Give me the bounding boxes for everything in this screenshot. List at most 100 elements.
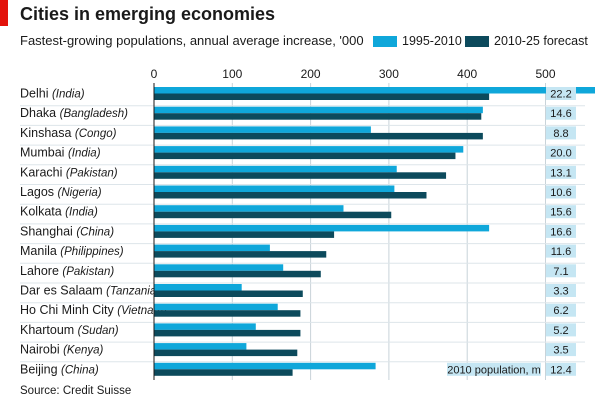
bar-1995-2010-1 [154,106,483,114]
country-name: (Kenya) [63,345,103,357]
population-box [546,284,576,297]
country-name: (Pakistan) [62,266,114,278]
legend-label-1995-2010: 1995-2010 [402,34,462,48]
country-name: (Congo) [75,128,117,140]
city-name: Delhi [20,87,52,101]
bar-1995-2010-6 [154,205,344,212]
bar-1995-2010-13 [154,343,247,350]
category-label: Shanghai (China) [20,224,114,238]
population-box [546,106,576,120]
x-tick-label: 200 [301,67,321,81]
population-value: 13.1 [550,167,571,179]
country-name: (Nigeria) [58,187,102,199]
population-box [546,87,576,100]
city-name: Ho Chi Minh City [20,303,117,317]
accent-tag [0,0,8,26]
population-box [546,205,576,219]
x-tick-label: 100 [222,67,242,81]
category-label: Kinshasa (Congo) [20,126,117,140]
city-name: Nairobi [20,343,63,357]
population-value: 3.5 [553,345,568,357]
country-name: (China) [76,226,114,238]
category-label: Delhi (India) [20,87,85,101]
population-box [546,224,576,238]
legend-swatch-2010-25 [465,35,489,47]
population-value: 15.6 [550,207,571,219]
category-label: Ho Chi Minh City (Vietnam) [20,303,167,317]
bar-1995-2010-0 [154,87,595,94]
city-name: Manila [20,244,60,258]
population-label: 2010 population, m [447,364,541,376]
population-value: 7.1 [553,266,568,278]
population-box [546,264,576,278]
population-value: 12.4 [550,364,571,376]
bar-1995-2010-8 [154,244,270,252]
bar-1995-2010-12 [154,323,256,330]
population-value: 22.2 [550,89,571,101]
bar-1995-2010-4 [154,165,397,173]
bar-1995-2010-11 [154,303,278,311]
bar-1995-2010-5 [154,185,395,192]
bar-1995-2010-2 [154,126,371,133]
population-value: 10.6 [550,187,571,199]
country-name: (India) [52,89,85,101]
bar-2010-25-14 [154,369,293,376]
bar-2010-25-8 [154,251,327,258]
city-name: Kolkata [20,205,65,219]
category-label: Karachi (Pakistan) [20,165,118,179]
population-value: 8.8 [553,128,568,140]
bar-1995-2010-14 [154,362,376,370]
legend-item-1995-2010: 1995-2010 [373,34,462,48]
bar-2010-25-7 [154,231,335,238]
population-box [546,165,576,179]
population-value: 6.2 [553,305,568,317]
bar-2010-25-6 [154,211,392,219]
country-name: (Tanzania) [106,286,160,298]
bar-1995-2010-10 [154,284,242,291]
category-label: Mumbai (India) [20,146,101,160]
bar-2010-25-11 [154,310,301,317]
population-box [546,362,576,376]
category-label: Dhaka (Bangladesh) [20,106,128,120]
city-name: Shanghai [20,224,76,238]
country-name: (Bangladesh) [60,108,129,120]
x-tick-label: 0 [151,67,158,81]
population-box [546,303,576,317]
bar-1995-2010-3 [154,146,464,153]
city-name: Dar es Salaam [20,284,106,298]
population-box [546,343,576,357]
population-box [546,244,576,258]
city-name: Mumbai [20,146,68,160]
category-label: Lahore (Pakistan) [20,264,114,278]
bar-2010-25-3 [154,152,456,160]
population-box [546,185,576,199]
x-tick-label: 300 [379,67,399,81]
population-value: 16.6 [550,226,571,238]
country-name: (China) [61,364,99,376]
city-name: Dhaka [20,106,60,120]
population-value: 14.6 [550,108,571,120]
city-name: Khartoum [20,323,78,337]
legend-item-2010-25: 2010-25 forecast [465,34,588,48]
city-name: Lagos [20,185,58,199]
category-label: Khartoum (Sudan) [20,323,119,337]
city-name: Kinshasa [20,126,75,140]
bar-2010-25-4 [154,172,447,179]
category-label: Dar es Salaam (Tanzania) [20,284,160,298]
population-box [546,146,576,160]
category-label: Kolkata (India) [20,205,98,219]
city-name: Beijing [20,362,61,376]
country-name: (India) [68,148,101,160]
population-value: 5.2 [553,325,568,337]
source-note: Source: Credit Suisse [20,385,132,397]
country-name: (India) [65,207,98,219]
city-name: Lahore [20,264,62,278]
category-label: Manila (Philippines) [20,244,124,258]
population-box [546,126,576,140]
country-name: (Pakistan) [66,167,118,179]
country-name: (Sudan) [78,325,119,337]
bar-2010-25-9 [154,270,321,278]
population-label-box [447,362,541,376]
population-value: 11.6 [551,246,572,258]
